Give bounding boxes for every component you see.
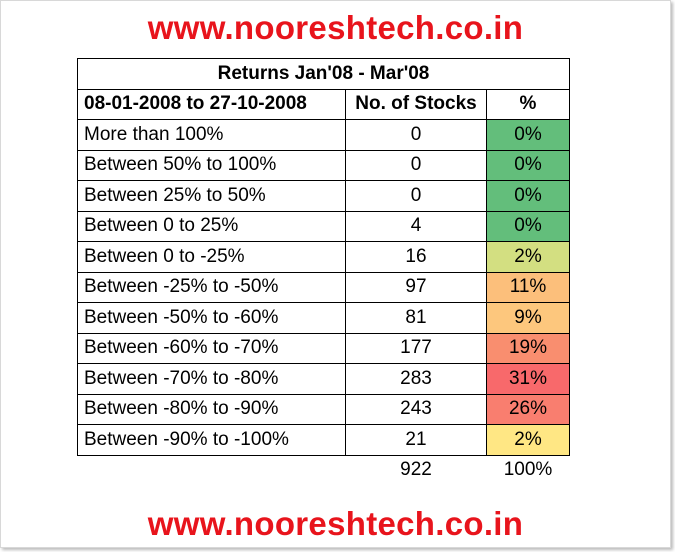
- total-row: 922 100%: [78, 455, 570, 485]
- data-row: Between -80% to -90% 243 26%: [77, 393, 570, 425]
- data-row: Between -70% to -80% 283 31%: [77, 363, 570, 395]
- cell: 21: [345, 424, 487, 456]
- cell: 0: [345, 149, 487, 181]
- cell: Between -25% to -50%: [77, 271, 346, 303]
- total-cell: 100%: [503, 459, 553, 481]
- cell: 0%: [486, 149, 570, 181]
- data-row: Between -60% to -70% 177 19%: [77, 332, 570, 364]
- cell: 81: [345, 302, 487, 334]
- cell: 0%: [486, 210, 570, 242]
- column-header: No. of Stocks: [345, 88, 487, 120]
- cell: 19%: [486, 332, 570, 364]
- cell: 177: [345, 332, 487, 364]
- site-header: www.nooreshtech.co.in: [147, 9, 524, 46]
- column-header: 08-01-2008 to 27-10-2008: [77, 88, 346, 120]
- data-row: Between 25% to 50% 0 0%: [77, 180, 570, 212]
- cell: Between 25% to 50%: [77, 180, 346, 212]
- cell: 0%: [486, 119, 570, 151]
- cell: 4: [345, 210, 487, 242]
- cell: Between -70% to -80%: [77, 363, 346, 395]
- cell: 0: [345, 180, 487, 212]
- data-row: Between 0 to 25% 4 0%: [77, 210, 570, 242]
- cell: More than 100%: [77, 119, 346, 151]
- cell: 11%: [486, 271, 570, 303]
- cell: 243: [345, 393, 487, 425]
- cell: 16: [345, 241, 487, 273]
- cell: Between 50% to 100%: [77, 149, 346, 181]
- returns-table: Returns Jan'08 - Mar'08 08-01-2008 to 27-…: [77, 58, 570, 485]
- cell: 0%: [486, 180, 570, 212]
- cell: 283: [345, 363, 487, 395]
- cell: Between -90% to -100%: [77, 424, 346, 456]
- header-row: 08-01-2008 to 27-10-2008 No. of Stocks%: [77, 88, 570, 120]
- cell: Between 0 to 25%: [77, 210, 346, 242]
- data-row: More than 100% 0 0%: [77, 119, 570, 151]
- cell: 2%: [486, 241, 570, 273]
- blank-cell: [78, 455, 346, 485]
- data-row: Between 0 to -25% 16 2%: [77, 241, 570, 273]
- data-row: Between 50% to 100% 0 0%: [77, 149, 570, 181]
- cell: Between -60% to -70%: [77, 332, 346, 364]
- total-cell: 922: [400, 459, 432, 481]
- site-footer: www.nooreshtech.co.in: [147, 505, 524, 542]
- cell: Between 0 to -25%: [77, 241, 346, 273]
- cell: 0: [345, 119, 487, 151]
- cell: Between -50% to -60%: [77, 302, 346, 334]
- cell: 2%: [486, 424, 570, 456]
- cell: 9%: [486, 302, 570, 334]
- cell: 31%: [486, 363, 570, 395]
- data-row: Between -50% to -60% 81 9%: [77, 302, 570, 334]
- column-header: %: [486, 88, 570, 120]
- cell: 26%: [486, 393, 570, 425]
- data-row: Between -25% to -50% 97 11%: [77, 271, 570, 303]
- data-row: Between -90% to -100% 21 2%: [77, 424, 570, 456]
- cell: Between -80% to -90%: [77, 393, 346, 425]
- cell: 97: [345, 271, 487, 303]
- table-title: Returns Jan'08 - Mar'08: [77, 58, 570, 90]
- title-row: Returns Jan'08 - Mar'08: [77, 58, 570, 90]
